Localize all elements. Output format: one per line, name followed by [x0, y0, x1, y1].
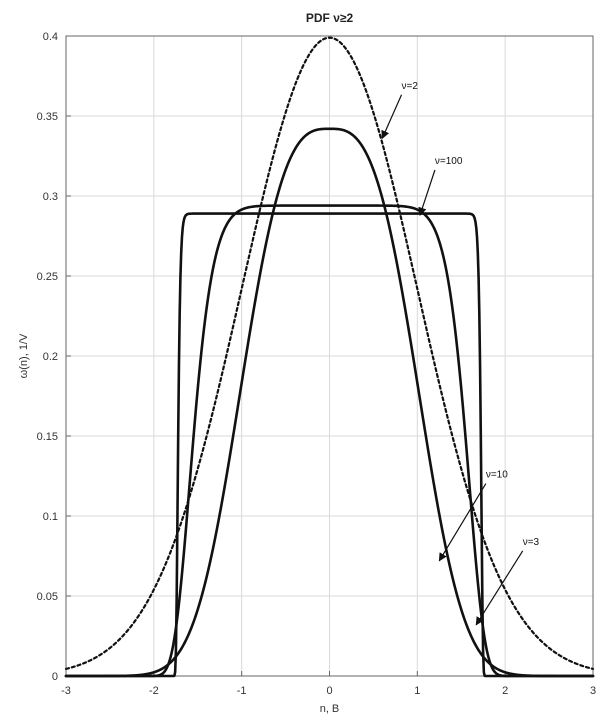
series-line-2 — [64, 127, 595, 678]
chart-title: PDF ν≥2 — [306, 11, 354, 25]
annotation-label-2: ν=100 — [435, 156, 463, 167]
y-tick-label: 0.2 — [43, 351, 58, 363]
y-tick-label: 0.15 — [37, 431, 58, 443]
x-tick-label: 1 — [414, 685, 420, 697]
x-tick-label: 2 — [502, 685, 508, 697]
x-tick-label: 3 — [590, 685, 596, 697]
x-tick-label: 0 — [326, 685, 332, 697]
y-tick-label: 0.35 — [37, 111, 58, 123]
x-tick-label: -2 — [149, 685, 159, 697]
y-tick-label: 0.4 — [43, 31, 58, 43]
annotation-label-1: ν=2 — [402, 81, 419, 92]
annotation-label-3: ν=10 — [486, 470, 508, 481]
annotation-group: ν=2 ν=100 ν=10 ν=3 — [381, 81, 540, 626]
y-tick-label: 0.3 — [43, 191, 58, 203]
series-line-1 — [64, 36, 595, 671]
annotation-arrow-2 — [418, 169, 436, 216]
y-axis-label: ω(n), 1/V — [18, 333, 30, 378]
series-line-4 — [64, 212, 595, 678]
y-tick-label: 0.25 — [37, 271, 58, 283]
annotation-label-4: ν=3 — [523, 537, 540, 548]
series-group — [64, 36, 595, 678]
annotation-arrow-4 — [475, 550, 524, 626]
tick-label-group: -3 -2 -1 0 1 2 3 0 0.05 0.1 0.15 0.2 0.25 0.3 0.35 0.4 — [37, 31, 596, 697]
y-tick-label: 0.05 — [37, 591, 58, 603]
y-tick-label: 0 — [52, 671, 58, 683]
x-tick-label: -3 — [61, 685, 71, 697]
annotation-arrow-3 — [438, 483, 487, 562]
annotation-arrow-1 — [381, 94, 403, 140]
y-tick-label: 0.1 — [43, 511, 58, 523]
x-axis-label: n, B — [320, 703, 340, 715]
x-tick-label: -1 — [237, 685, 247, 697]
